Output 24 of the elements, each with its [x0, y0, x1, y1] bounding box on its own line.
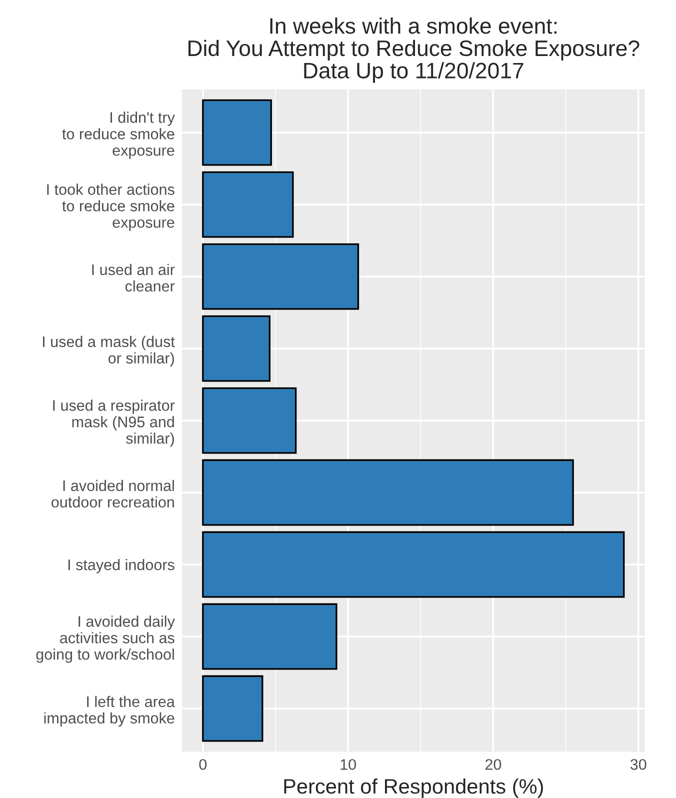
x-tick-label: 20	[485, 759, 502, 770]
y-tick-label: I avoided daily activities such as going to work/school	[36, 616, 175, 663]
x-tick-label: 10	[340, 759, 356, 770]
y-tick-label: I used a respirator mask (N95 and similar)	[53, 400, 175, 447]
y-tick-label: I took other actions to reduce smoke exposure	[47, 184, 174, 231]
bar	[202, 171, 294, 238]
y-tick-label: I didn't try to reduce smoke exposure	[62, 112, 175, 159]
bar	[202, 459, 574, 526]
y-tick-label: I avoided normal outdoor recreation	[52, 480, 174, 508]
x-tick-label: 0	[199, 759, 207, 770]
x-tick-label: 30	[630, 759, 646, 770]
y-tick-label: I used a mask (dust or similar)	[43, 336, 175, 367]
x-axis-title: Percent of Respondents (%)	[284, 778, 543, 798]
y-tick-label: I used an air cleaner	[92, 264, 175, 292]
bar	[202, 99, 272, 166]
bar	[202, 387, 297, 454]
y-tick-label: I stayed indoors	[68, 558, 174, 574]
bar	[202, 531, 625, 598]
y-tick-label: I left the area impacted by smoke	[44, 696, 175, 727]
chart-title: In weeks with a smoke event: Did You Attempt to Reduce Smoke Exposure? Data Up to 11/20/2017	[188, 18, 640, 83]
bar	[202, 315, 270, 382]
bar	[202, 675, 264, 742]
bar	[202, 603, 338, 670]
bar	[202, 243, 360, 310]
